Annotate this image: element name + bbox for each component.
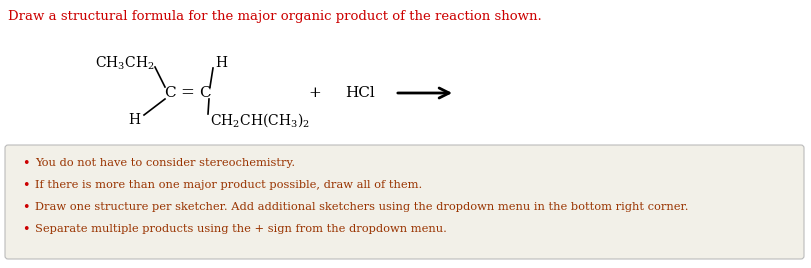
Text: If there is more than one major product possible, draw all of them.: If there is more than one major product … xyxy=(35,180,423,190)
Text: •: • xyxy=(22,157,29,169)
Text: C: C xyxy=(200,86,211,100)
Text: $\mathregular{CH_3CH_2}$: $\mathregular{CH_3CH_2}$ xyxy=(95,54,155,72)
Text: You do not have to consider stereochemistry.: You do not have to consider stereochemis… xyxy=(35,158,295,168)
Text: +: + xyxy=(309,86,321,100)
Text: •: • xyxy=(22,178,29,192)
Text: =: = xyxy=(181,84,195,102)
Text: H: H xyxy=(215,56,227,70)
Text: Draw a structural formula for the major organic product of the reaction shown.: Draw a structural formula for the major … xyxy=(8,10,542,23)
Text: H: H xyxy=(128,113,140,127)
Text: $\mathregular{CH_2CH(CH_3)_2}$: $\mathregular{CH_2CH(CH_3)_2}$ xyxy=(210,111,310,129)
Text: HCl: HCl xyxy=(345,86,375,100)
Text: Separate multiple products using the + sign from the dropdown menu.: Separate multiple products using the + s… xyxy=(35,224,447,234)
Text: C: C xyxy=(164,86,176,100)
Text: •: • xyxy=(22,222,29,236)
Text: •: • xyxy=(22,200,29,214)
FancyBboxPatch shape xyxy=(5,145,804,259)
Text: Draw one structure per sketcher. Add additional sketchers using the dropdown men: Draw one structure per sketcher. Add add… xyxy=(35,202,689,212)
